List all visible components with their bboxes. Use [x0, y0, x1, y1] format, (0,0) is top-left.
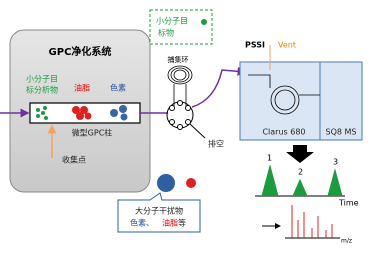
gc-column	[248, 74, 320, 115]
column-label: 微型GPC柱	[72, 128, 113, 138]
pigment-label: 色素	[110, 83, 126, 93]
ms-box	[319, 61, 363, 141]
callout-bottom	[117, 192, 201, 233]
callout-top	[149, 9, 213, 45]
peak-label: 3	[333, 158, 338, 167]
transfer-line	[191, 66, 247, 108]
callout-bottom-text: 等	[178, 218, 186, 228]
peaks	[261, 164, 343, 197]
callout-bottom-text: 大分子干扰物	[135, 206, 183, 216]
peak-label: 1	[267, 154, 272, 163]
analyte-dot	[201, 19, 207, 25]
large-molecule	[157, 174, 175, 192]
fat-dots	[72, 106, 92, 120]
waste-label: 排空	[208, 139, 224, 149]
callout-top-text: 小分子目	[156, 17, 188, 26]
vent-label: Vent	[278, 41, 296, 50]
fat-label: 油脂	[74, 83, 90, 93]
fat-molecule	[186, 178, 196, 188]
gpc-title: GPC净化系统	[49, 45, 112, 58]
waste-line	[189, 123, 206, 139]
spectrum-bars	[291, 205, 333, 238]
pssi-label: PSSI	[245, 41, 265, 50]
pigment-dots	[110, 105, 128, 121]
mz-label: m/z	[341, 238, 352, 245]
time-label: Time	[338, 199, 359, 208]
analyte-dots	[36, 106, 48, 120]
analyte-label: 标分析物	[26, 85, 58, 95]
ms-label: SQ8 MS	[326, 128, 357, 137]
collection-label: 收集点	[62, 155, 86, 165]
peak-label: 2	[298, 168, 303, 177]
trap-label: 捕集环	[168, 55, 189, 64]
valve-ports	[169, 100, 191, 130]
callout-bottom-text: 色素、	[130, 218, 154, 228]
down-arrow	[286, 145, 314, 163]
analyte-label: 小分子目	[26, 75, 58, 84]
gc-label: Clarus 680	[262, 128, 305, 137]
trap-loop	[167, 65, 193, 106]
callout-bottom-text: 油脂	[162, 218, 178, 228]
callout-top-text: 标物	[158, 28, 174, 38]
